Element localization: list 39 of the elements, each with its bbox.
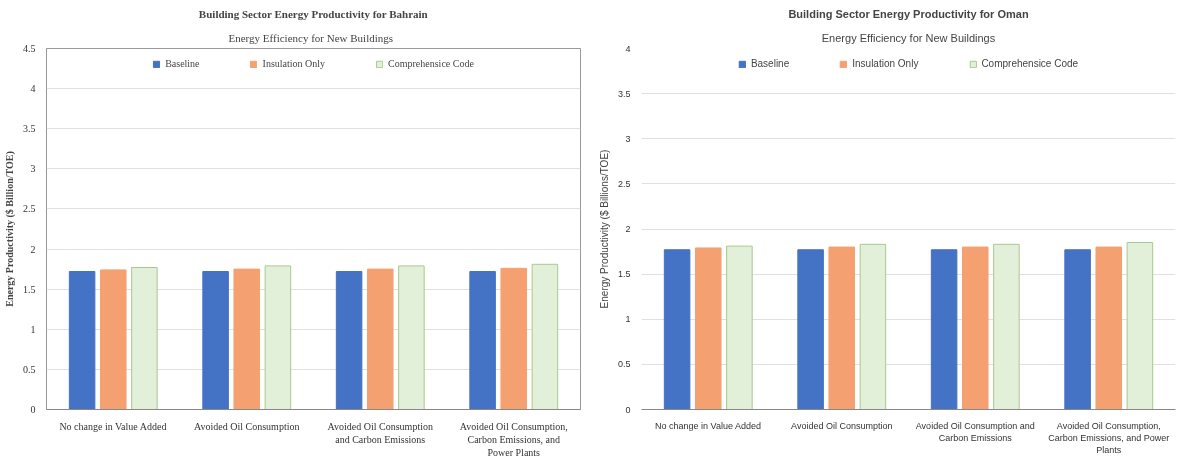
legend-label: Comprehensice Code <box>388 58 474 69</box>
y-tick-label: 1.5 <box>23 283 36 295</box>
y-tick-label: 2.5 <box>23 203 36 215</box>
y-tick-label: 4 <box>30 83 36 95</box>
chart-title: Building Sector Energy Productivity for Oman <box>788 7 1029 20</box>
chart-subtitle: Energy Efficiency for New Buildings <box>228 31 394 44</box>
legend-label: Baseline <box>750 58 790 69</box>
x-tick-label: Avoided Oil Consumption <box>194 420 300 432</box>
y-tick-label: 0 <box>30 404 36 415</box>
x-tick-label: Avoided Oil Consumption, Carbon Emissions, and Power Plants <box>1048 420 1170 455</box>
y-tick-label: 3.5 <box>23 123 36 135</box>
legend-label: Baseline <box>165 58 200 69</box>
y-tick-label: 2 <box>625 224 631 234</box>
y-axis-title: Energy Productivity ($ Billion/TOE) <box>4 151 16 307</box>
chart-title: Building Sector Energy Productivity for Bahrain <box>198 7 428 20</box>
y-tick-label: 1.5 <box>617 269 631 280</box>
y-tick-label: 3 <box>625 133 631 144</box>
y-tick-label: 2 <box>30 243 36 255</box>
y-tick-label: 0.5 <box>617 359 631 370</box>
x-tick-label: Avoided Oil Consumption and Carbon Emissions <box>915 420 1035 443</box>
y-tick-label: 3 <box>30 163 36 175</box>
legend-label: Insulation Only <box>262 58 326 69</box>
y-tick-label: 3.5 <box>617 88 631 99</box>
x-tick-label: No change in Value Added <box>59 420 167 432</box>
y-tick-label: 4.5 <box>23 43 36 54</box>
y-tick-label: 2.5 <box>617 178 631 189</box>
chart-subtitle: Energy Efficiency for New Buildings <box>821 31 996 44</box>
y-tick-label: 1 <box>625 314 631 325</box>
x-tick-label: Avoided Oil Consumption, Carbon Emissions, and Power Plants <box>459 420 568 458</box>
x-tick-label: Avoided Oil Consumption and Carbon Emissions <box>327 420 433 445</box>
y-axis-title: Energy Productivity ($ Billions/TOE) <box>598 149 610 309</box>
y-tick-label: 0 <box>625 404 631 415</box>
y-tick-label: 1 <box>30 323 36 335</box>
legend-label: Insulation Only <box>852 58 919 69</box>
y-tick-label: 0.5 <box>23 363 36 375</box>
y-tick-label: 4 <box>625 43 631 54</box>
x-tick-label: No change in Value Added <box>655 420 761 431</box>
x-tick-label: Avoided Oil Consumption <box>791 420 893 431</box>
legend-label: Comprehensice Code <box>981 58 1079 69</box>
